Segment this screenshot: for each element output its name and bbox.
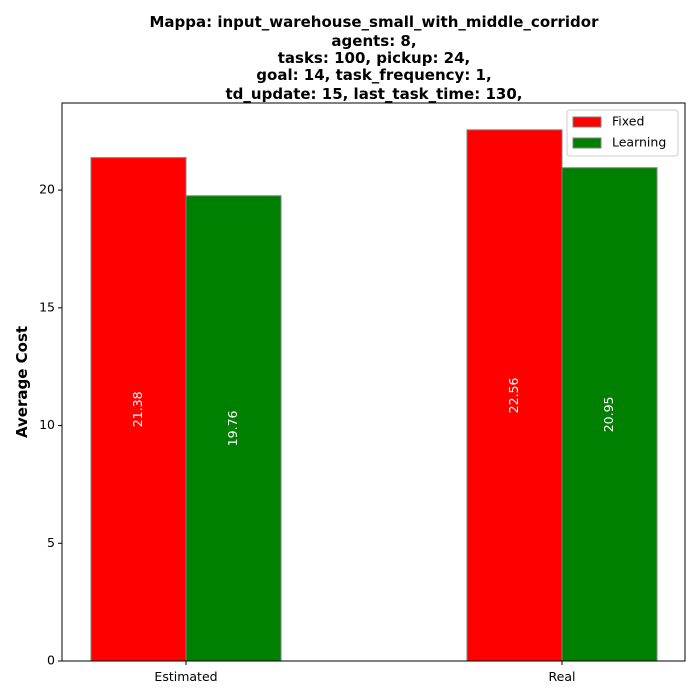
plot-frame	[61, 102, 686, 662]
bar-value-label: 21.38	[130, 391, 145, 427]
y-tick-label: 10	[39, 417, 55, 432]
x-tick-label: Estimated	[154, 669, 217, 684]
y-tick-label: 20	[39, 182, 55, 197]
title-line-5: td_update: 15, last_task_time: 130,	[226, 85, 523, 103]
bar-learning-real	[561, 167, 658, 662]
bars-layer	[90, 129, 658, 662]
y-tick-label: 0	[47, 653, 55, 668]
y-tick-label: 5	[47, 535, 55, 550]
chart-title: Mappa: input_warehouse_small_with_middle…	[149, 13, 599, 103]
title-line-2: agents: 8,	[331, 32, 416, 50]
bar-labels-layer: 21.38 19.76 22.56 20.95	[130, 377, 616, 446]
bar-fixed-estimated	[90, 157, 187, 662]
x-axis: Estimated Real	[154, 661, 575, 684]
legend: Fixed Learning	[566, 109, 679, 157]
y-axis: 0 5 10 15 20	[39, 182, 62, 668]
title-line-4: goal: 14, task_frequency: 1,	[256, 66, 491, 84]
x-tick-label: Real	[549, 669, 576, 684]
bar-learning-estimated	[185, 195, 282, 662]
legend-label-learning: Learning	[612, 135, 666, 150]
legend-label-fixed: Fixed	[612, 114, 644, 129]
legend-swatch-fixed	[572, 116, 602, 128]
bar-value-label: 19.76	[225, 410, 240, 446]
title-line-1: Mappa: input_warehouse_small_with_middle…	[149, 13, 599, 31]
bar-fixed-real	[466, 129, 563, 662]
y-axis-label: Average Cost	[13, 326, 31, 438]
legend-swatch-learning	[572, 137, 602, 149]
title-line-3: tasks: 100, pickup: 24,	[278, 49, 471, 67]
bar-value-label: 22.56	[506, 377, 521, 413]
bar-value-label: 20.95	[601, 396, 616, 432]
y-tick-label: 15	[39, 299, 55, 314]
